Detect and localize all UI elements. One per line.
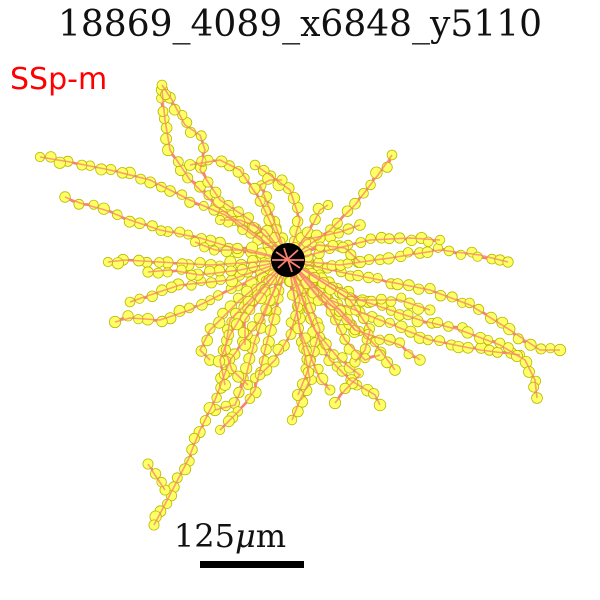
dendrite-node <box>185 269 197 281</box>
dendrite-node <box>394 337 406 349</box>
dendrite-branch-overlay <box>287 259 381 361</box>
dendrite-branch-overlay <box>254 164 301 261</box>
dendrite-branch-overlay <box>39 156 289 261</box>
figure-title: 18869_4089_x6848_y5110 <box>57 4 542 45</box>
dendrite-node <box>370 166 383 180</box>
dendrite-node <box>45 151 57 163</box>
dendrite-branch-overlay <box>114 259 289 323</box>
dendrite-node <box>215 274 226 286</box>
dendrite-node <box>160 132 173 145</box>
dendrite-node <box>212 355 226 368</box>
dendrite-branch-overlay <box>287 237 441 261</box>
dendrite-node <box>431 317 443 329</box>
dendrite-branch-overlay <box>287 259 421 361</box>
dendrite-node <box>186 280 197 291</box>
dendrite-branch-overlay <box>287 259 362 404</box>
dendrite-branch-overlay <box>287 259 381 406</box>
dendrite-node <box>224 255 237 268</box>
dendrite-branch-overlay <box>287 249 509 266</box>
dendrite-branch-overlay <box>224 259 289 386</box>
dendrite-node <box>156 476 167 488</box>
dendrite-node <box>315 241 326 252</box>
dendrite-branch-overlay <box>287 259 321 396</box>
dendrite-node <box>266 274 278 286</box>
dendrite-branch-overlay <box>107 259 289 266</box>
dendrite-branch-overlay <box>189 159 289 261</box>
scale-bar-label: 125μm <box>155 517 305 555</box>
dendrite-node <box>545 343 556 354</box>
dendrite-branch-overlay <box>219 259 289 386</box>
dendrite-branch-overlay <box>287 259 396 371</box>
dendrite-node <box>204 323 216 334</box>
dendrite-branch-overlay <box>147 463 166 491</box>
dendrite-branch-overlay <box>161 89 289 261</box>
dendrite-branch-overlay <box>287 259 431 311</box>
dendrite-branch-overlay <box>287 259 560 351</box>
dendrite-branch-overlay <box>259 259 301 376</box>
dendrite-branch-overlay <box>219 259 289 431</box>
scale-bar-number: 125 <box>173 517 235 555</box>
dendrite-node <box>365 233 376 244</box>
dendrite-branch-overlay <box>220 219 289 261</box>
dendrite-node <box>232 166 245 178</box>
dendrite-branch-overlay <box>258 179 289 261</box>
dendrite-node <box>194 257 206 269</box>
dendrite-node <box>248 182 261 195</box>
dendrite-node <box>213 316 226 329</box>
dendrite-node <box>381 356 394 369</box>
dendrite-node <box>225 274 238 288</box>
dendrite-branch-overlay <box>287 204 329 261</box>
dendrite-node <box>291 215 304 228</box>
dendrite-node <box>472 251 483 262</box>
dendrite-node <box>152 267 164 279</box>
dendrite-node <box>174 226 186 238</box>
dendrite-branch-overlay <box>199 259 289 361</box>
dendrite-node <box>292 322 304 335</box>
dendrite-branch-overlay <box>153 259 289 526</box>
dendrite-branch-overlay <box>161 84 289 261</box>
dendrite-node <box>237 326 249 339</box>
scale-bar-unit-suffix: m <box>255 517 287 555</box>
dendrite-branch-overlay <box>287 259 331 391</box>
dendrite-node <box>341 205 354 217</box>
dendrite-nodes <box>34 79 567 531</box>
dendrite-branch-overlay <box>64 196 289 261</box>
dendrite-node <box>213 264 226 277</box>
dendrite-node <box>405 234 418 247</box>
scale-bar-unit-prefix: μ <box>234 517 256 555</box>
dendrite-node <box>162 267 173 278</box>
dendrite-branch-overlay <box>287 154 393 261</box>
dendrite-branch-overlay <box>287 259 356 331</box>
dendrite-node <box>261 224 274 237</box>
dendrite-node <box>111 257 125 270</box>
dendrite-node <box>286 289 298 301</box>
dendrite-node <box>339 382 351 394</box>
dendrite-branch-overlay <box>244 259 289 345</box>
dendrite-node <box>528 381 539 393</box>
scale-bar <box>200 561 304 568</box>
dendrite-branch-overlay <box>129 259 289 303</box>
dendrite-node <box>345 249 357 261</box>
soma-group <box>271 243 305 277</box>
dendrite-branch-overlay <box>287 259 538 399</box>
dendrite-node <box>385 296 397 307</box>
dendrite-node <box>375 293 387 305</box>
dendrite-branch-overlay <box>194 241 289 261</box>
region-label: SSp-m <box>10 62 108 97</box>
dendrite-branch-overlay <box>147 259 289 276</box>
